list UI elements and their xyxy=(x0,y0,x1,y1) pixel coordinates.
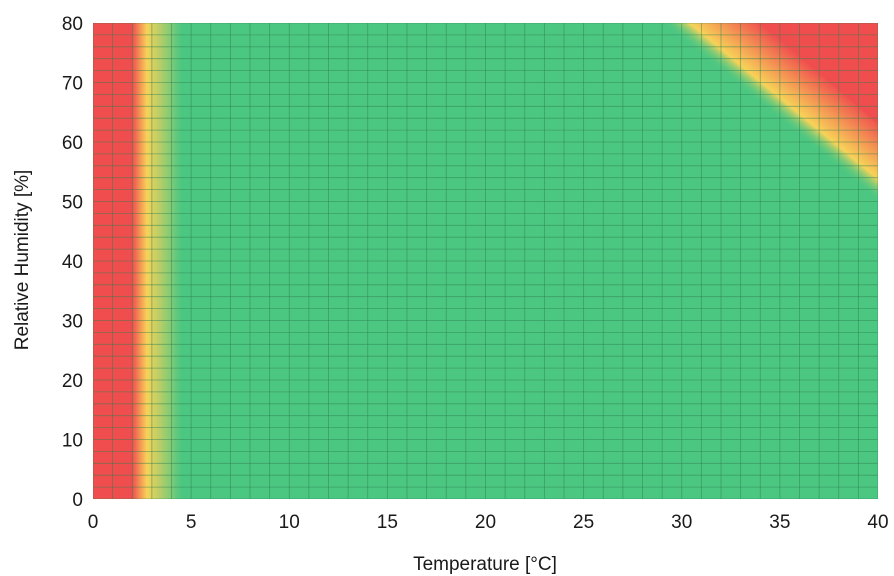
y-tick-label: 50 xyxy=(62,193,83,214)
grid-lines xyxy=(93,23,878,499)
x-tick-label: 0 xyxy=(88,512,99,533)
x-tick-label: 20 xyxy=(475,512,496,533)
x-tick-label: 25 xyxy=(573,512,594,533)
y-tick-label: 70 xyxy=(62,74,83,95)
x-tick-label: 5 xyxy=(186,512,197,533)
y-tick-label: 80 xyxy=(62,14,83,35)
x-tick-label: 10 xyxy=(279,512,300,533)
x-axis-title: Temperature [°C] xyxy=(413,554,557,575)
x-tick-label: 30 xyxy=(671,512,692,533)
plot-area xyxy=(93,23,878,499)
x-axis-ticks: 0 5 10 15 20 25 30 35 40 xyxy=(88,512,889,533)
y-axis-ticks: 0 10 20 30 40 50 60 70 80 xyxy=(62,14,83,511)
y-tick-label: 30 xyxy=(62,312,83,333)
y-axis-title: Relative Humidity [%] xyxy=(12,170,33,351)
y-tick-label: 0 xyxy=(72,490,83,511)
x-tick-label: 35 xyxy=(769,512,790,533)
y-tick-label: 40 xyxy=(62,252,83,273)
y-tick-label: 20 xyxy=(62,371,83,392)
y-tick-label: 10 xyxy=(62,431,83,452)
x-tick-label: 15 xyxy=(377,512,398,533)
y-tick-label: 60 xyxy=(62,133,83,154)
x-tick-label: 40 xyxy=(867,512,888,533)
